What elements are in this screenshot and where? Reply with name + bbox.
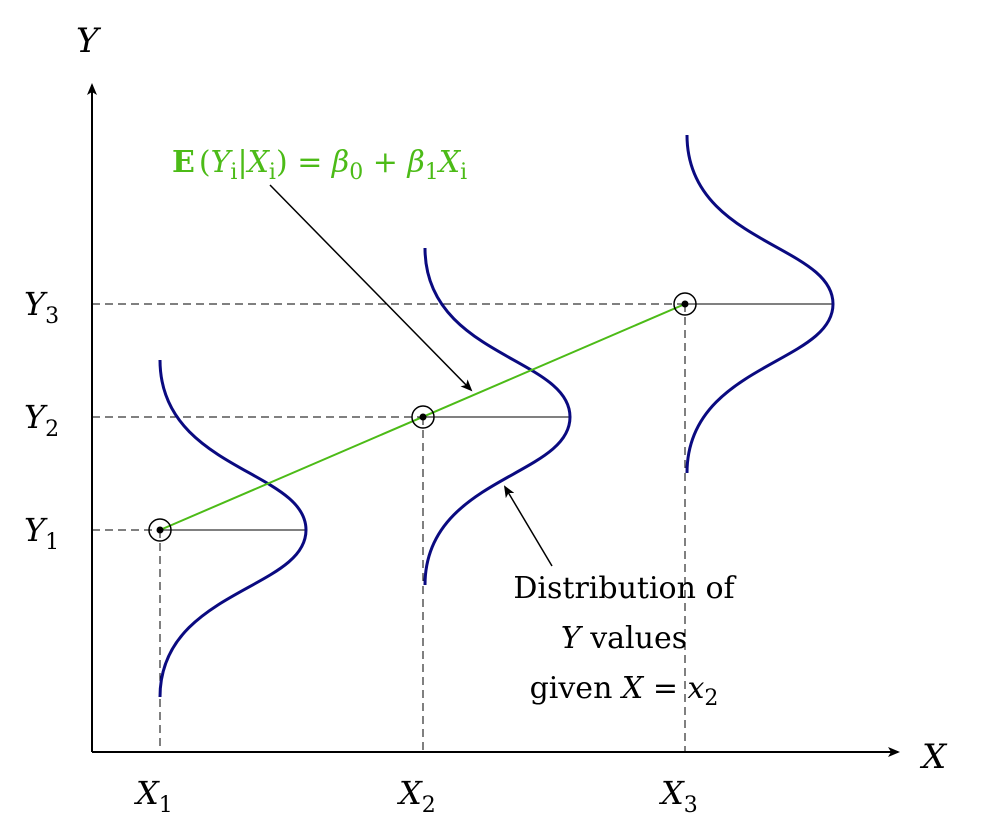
x-tick-label-2: X2 [396,774,436,818]
distribution-annotation-line1: Distribution of [513,571,736,606]
formula-pointer-arrow [269,184,473,392]
y-axis-label: Y [76,21,102,61]
point-1 [148,518,172,542]
y-tick-label-1: Y1 [24,511,59,555]
distribution-annotation-line2: Y values [561,621,687,656]
distribution-annotation-line3: given X = x2 [530,671,719,711]
y-tick-label-3: Y3 [24,285,59,329]
x-tick-label-1: X1 [133,774,173,818]
x-axis-label: X [919,737,948,777]
distribution-curve-3 [685,134,835,474]
distribution-pointer-arrow [503,485,553,567]
y-tick-label-2: Y2 [24,398,59,442]
point-3 [673,292,697,316]
point-2 [411,405,435,429]
distribution-curve-2 [423,247,572,586]
distribution-curve-1 [158,359,308,698]
regression-formula: E (Yi|Xi) = β0 + β1Xi [172,145,467,185]
x-tick-label-3: X3 [658,774,698,818]
